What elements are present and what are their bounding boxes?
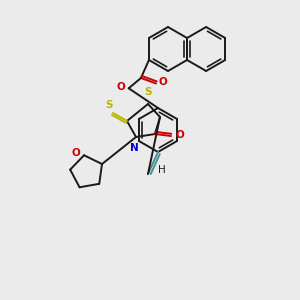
Text: O: O <box>159 77 168 88</box>
Text: N: N <box>130 143 138 153</box>
Text: O: O <box>117 82 126 92</box>
Text: S: S <box>105 100 113 110</box>
Text: H: H <box>158 165 166 175</box>
Text: O: O <box>175 130 184 140</box>
Text: S: S <box>144 87 152 97</box>
Text: O: O <box>71 148 80 158</box>
